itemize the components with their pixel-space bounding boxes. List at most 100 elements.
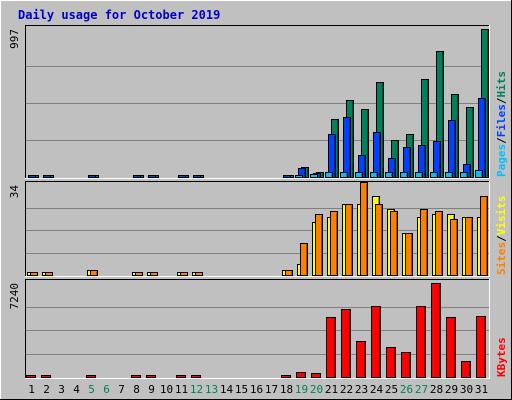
bar-sites-day-27 (420, 209, 428, 276)
bar-kbytes-day-5 (86, 375, 96, 378)
bar-kbytes-day-2 (41, 375, 51, 378)
x-tick-label-day-9: 9 (148, 383, 155, 396)
x-tick-label-day-13: 13 (205, 383, 218, 396)
legend: Sites/Visits (495, 196, 508, 276)
bar-kbytes-day-12 (191, 375, 201, 378)
legend: Pages/Files/Hits (495, 71, 508, 177)
panel-area (25, 279, 490, 379)
x-tick-label-day-26: 26 (400, 383, 413, 396)
x-tick-label-day-23: 23 (355, 383, 368, 396)
x-tick-label-day-17: 17 (265, 383, 278, 396)
bar-sites-day-20 (315, 214, 323, 276)
x-tick-label-day-4: 4 (73, 383, 80, 396)
bar-files-day-2 (43, 175, 51, 178)
bar-sites-day-22 (345, 204, 353, 276)
bar-pages-day-25 (385, 172, 393, 178)
x-tick-label-day-11: 11 (175, 383, 188, 396)
bar-sites-day-19 (300, 243, 308, 276)
x-tick-label-day-14: 14 (220, 383, 234, 396)
bar-kbytes-day-31 (476, 316, 486, 378)
bar-pages-day-29 (445, 172, 453, 178)
x-tick-label-day-12: 12 (190, 383, 203, 396)
x-tick-label-day-24: 24 (370, 383, 384, 396)
bar-sites-day-9 (150, 272, 158, 276)
bar-sites-day-25 (390, 211, 398, 276)
bar-kbytes-day-24 (371, 306, 381, 378)
bar-kbytes-day-1 (26, 375, 36, 378)
legend: KBytes (495, 337, 508, 377)
x-tick-label-day-20: 20 (310, 383, 323, 396)
x-tick-label-day-8: 8 (133, 383, 140, 396)
bar-sites-day-11 (180, 272, 188, 276)
bar-sites-day-26 (405, 233, 413, 276)
bar-pages-day-27 (415, 172, 423, 178)
legend-entry-hits: Hits (495, 71, 508, 98)
legend-separator: / (495, 235, 508, 242)
legend-separator: / (495, 97, 508, 104)
bar-files-day-8 (133, 175, 141, 178)
bar-kbytes-day-19 (296, 372, 306, 378)
x-tick-label-day-5: 5 (88, 383, 95, 396)
bar-kbytes-day-9 (146, 375, 156, 378)
x-tick-label-day-28: 28 (430, 383, 443, 396)
bar-pages-day-21 (325, 172, 333, 178)
x-tick-label-day-22: 22 (340, 383, 353, 396)
x-tick-label-day-27: 27 (415, 383, 428, 396)
legend-entry-visits: Visits (495, 196, 508, 236)
x-tick-label-day-7: 7 (118, 383, 125, 396)
bar-sites-day-2 (45, 272, 53, 276)
bar-kbytes-day-22 (341, 309, 351, 378)
x-tick-label-day-2: 2 (43, 383, 50, 396)
bar-kbytes-day-25 (386, 347, 396, 378)
bar-kbytes-day-30 (461, 361, 471, 378)
x-tick-label-day-18: 18 (280, 383, 293, 396)
bar-kbytes-day-27 (416, 306, 426, 378)
bar-sites-day-29 (450, 219, 458, 276)
x-tick-label-day-3: 3 (58, 383, 65, 396)
x-tick-label-day-10: 10 (160, 383, 173, 396)
bar-files-day-5 (88, 175, 96, 178)
x-tick-label-day-15: 15 (235, 383, 248, 396)
legend-entry-kbytes: KBytes (495, 337, 508, 377)
bar-files-day-9 (148, 175, 156, 178)
x-tick-label-day-25: 25 (385, 383, 398, 396)
bar-sites-day-12 (195, 272, 203, 276)
bar-kbytes-day-20 (311, 373, 321, 378)
bar-kbytes-day-23 (356, 341, 366, 378)
x-tick-label-day-19: 19 (295, 383, 308, 396)
bar-sites-day-24 (375, 204, 383, 276)
bar-pages-day-20 (310, 174, 318, 178)
bar-pages-day-30 (460, 172, 468, 178)
bar-kbytes-day-28 (431, 283, 441, 378)
legend-entry-pages: Pages (495, 144, 508, 177)
bar-pages-day-22 (340, 172, 348, 178)
bar-kbytes-day-8 (131, 375, 141, 378)
x-tick-label-day-29: 29 (445, 383, 458, 396)
bar-sites-day-8 (135, 272, 143, 276)
bar-kbytes-day-21 (326, 317, 336, 378)
bar-sites-day-23 (360, 182, 368, 276)
panel-kbytes: 7240 KBytes (8, 279, 508, 379)
bar-pages-day-31 (475, 170, 483, 178)
x-tick-label-day-16: 16 (250, 383, 263, 396)
bar-sites-day-31 (480, 196, 488, 276)
bar-files-day-1 (28, 175, 36, 178)
bar-kbytes-day-29 (446, 317, 456, 378)
bar-kbytes-day-26 (401, 352, 411, 378)
bar-kbytes-day-11 (176, 375, 186, 378)
x-tick-label-day-6: 6 (103, 383, 110, 396)
bar-pages-day-24 (370, 172, 378, 178)
bar-pages-day-23 (355, 172, 363, 178)
bar-sites-day-28 (435, 211, 443, 276)
bar-files-day-12 (193, 175, 201, 178)
bar-files-day-18 (283, 175, 291, 178)
bar-pages-day-26 (400, 172, 408, 178)
x-tick-label-day-31: 31 (475, 383, 488, 396)
bar-sites-day-1 (30, 272, 38, 276)
x-axis-labels: 1 2 3 4 5 6 7 8 9 10 11 12 13 14 15 16 17 18 19 20 21 22 23 24 2… (28, 383, 488, 396)
legend-entry-sites: Sites (495, 242, 508, 275)
bar-pages-day-19 (295, 175, 303, 178)
bar-kbytes-day-18 (281, 375, 291, 378)
x-tick-label-day-21: 21 (325, 383, 338, 396)
